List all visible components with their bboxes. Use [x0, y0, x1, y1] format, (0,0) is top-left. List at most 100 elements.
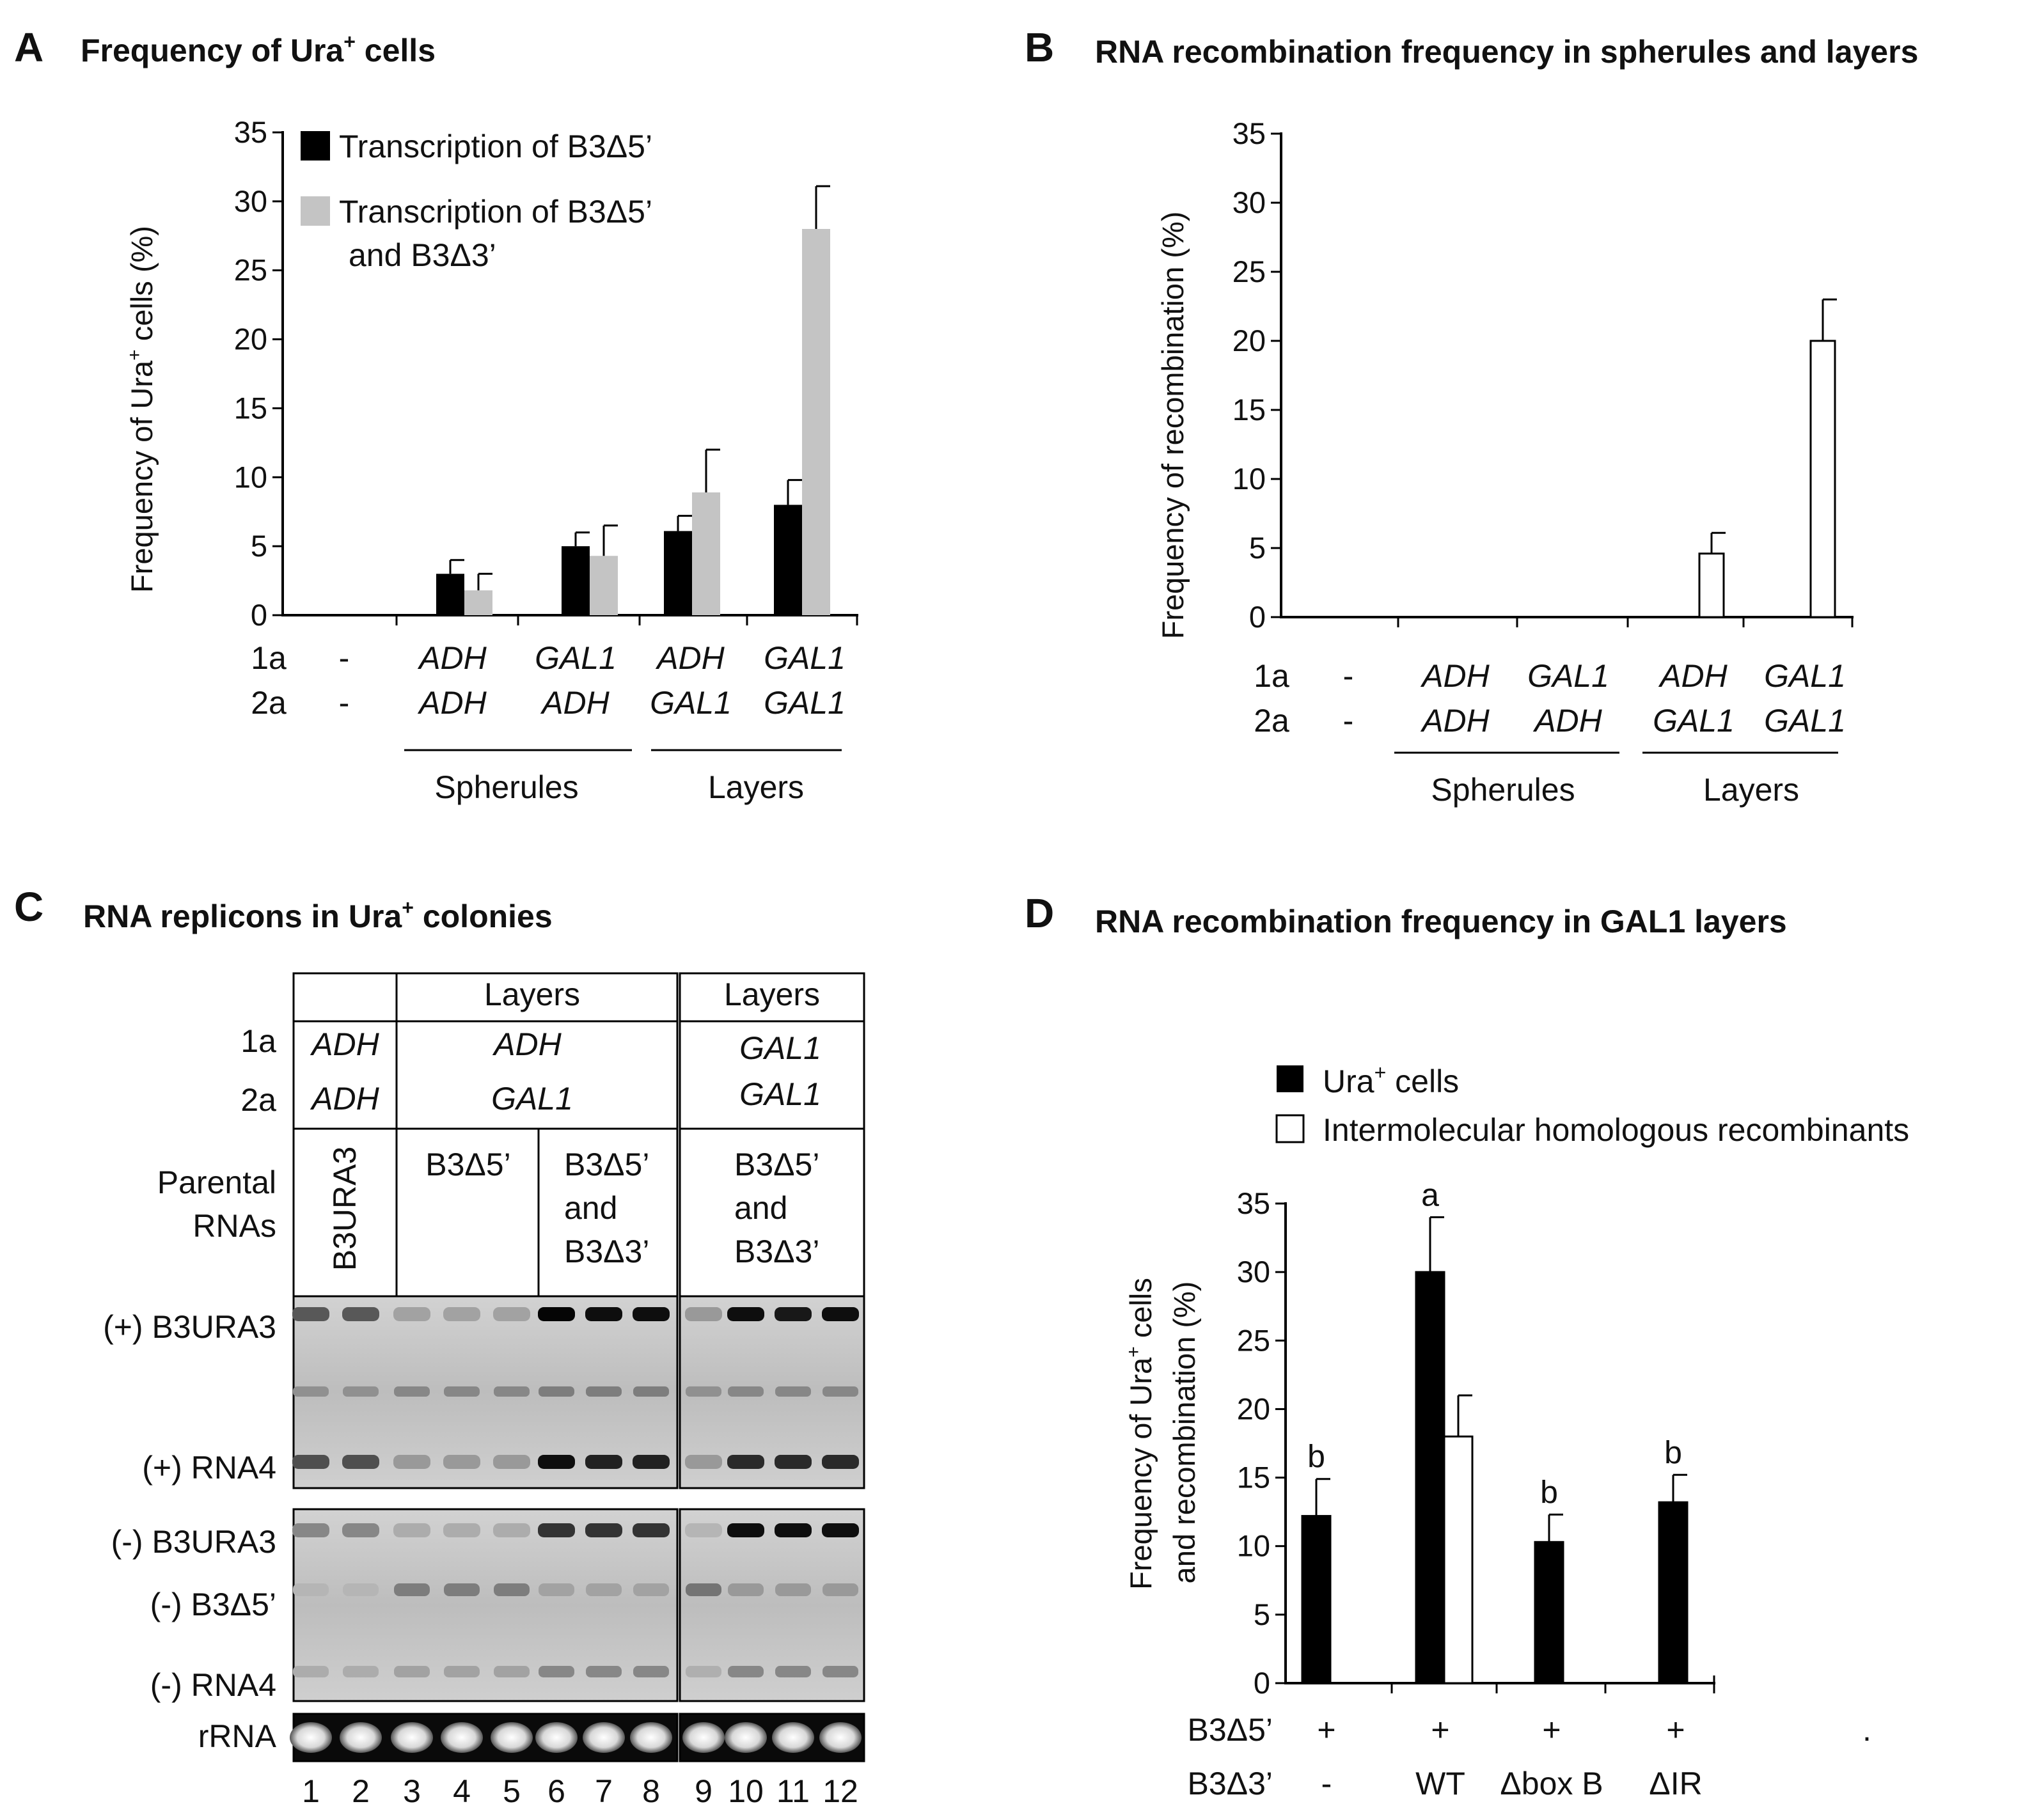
gel-rrna-band-lane-10 [725, 1722, 767, 1753]
panel-a-cat-2a-3: GAL1 [650, 685, 732, 721]
panel-d-ylabel-2: and recombination (%) [1167, 1282, 1201, 1584]
panel-a-cat-2a: - ADH ADH GAL1 GAL1 [339, 685, 846, 721]
gel-pos-band-mid-lane-1 [293, 1386, 329, 1397]
panel-d-bar-0-2 [1534, 1541, 1564, 1684]
panel-letter-b: B [1025, 24, 1054, 70]
gel-rrna-band-lane-12 [819, 1722, 862, 1753]
panel-letter-a: A [14, 24, 43, 70]
panel-b-bars [1307, 298, 1837, 618]
gel-pos-band-mid-lane-10 [728, 1386, 764, 1397]
gel-neg-band-b3ura3-lane-10 [727, 1523, 764, 1537]
panel-a-cat-1a-4: GAL1 [764, 640, 846, 676]
panel-a-ytick-label-10: 10 [234, 460, 267, 494]
panel-a-title: Frequency of Ura+ cells [81, 30, 436, 68]
lane-label-4: 4 [453, 1773, 471, 1809]
panel-d-cat-b3d5-3: + [1666, 1712, 1685, 1748]
panel-b-yticks: 0 5 10 15 20 25 30 35 [1232, 116, 1281, 634]
panel-d-ytick-label-30: 30 [1237, 1255, 1270, 1289]
panel-c-band-neg-rna4: (-) RNA4 [150, 1667, 276, 1703]
gel-neg-band-b3d5-lane-11 [775, 1583, 811, 1596]
lane-label-7: 7 [595, 1773, 613, 1809]
panel-b-group-spherules: Spherules [1431, 772, 1575, 808]
panel-letter-c: C [14, 884, 43, 930]
panel-b-ytick-label-30: 30 [1232, 185, 1266, 219]
panel-a-row-1a: 1a [251, 640, 287, 676]
gel-neg-band-b3d5-lane-3 [394, 1583, 430, 1596]
gel-neg-band-b3ura3-lane-12 [822, 1523, 859, 1537]
panel-d-bar-0-1 [1415, 1271, 1445, 1684]
gel-pos-band-mid-lane-2 [343, 1386, 379, 1397]
legend-d-swatch-white [1275, 1114, 1305, 1143]
panel-c-adh-1a: ADH [310, 1026, 379, 1062]
gel-pos-band-b3ura3-lane-1 [292, 1307, 329, 1321]
panel-a-legend: Transcription of B3Δ5’ Transcription of … [301, 129, 652, 273]
panel-d-legend: Ura+ cells Intermolecular homologous rec… [1275, 1061, 1909, 1148]
panel-d-axes: 0 5 10 15 20 25 30 35 [1237, 1186, 1715, 1700]
gel-pos-band-rna4-lane-12 [822, 1455, 859, 1469]
panel-d-cat-b3d3: - WT Δbox B ΔIR [1321, 1766, 1703, 1801]
panel-d-cat-b3d5-1: + [1431, 1712, 1449, 1748]
panel-c: C RNA replicons in Ura+ colonies Layers … [14, 884, 865, 1809]
panel-c-title: RNA replicons in Ura+ colonies [83, 896, 553, 934]
gel-neg-band-b3ura3-lane-7 [585, 1523, 622, 1537]
panel-a-bar-1-2 [590, 556, 618, 615]
panel-a-cat-1a-2: GAL1 [535, 640, 617, 676]
panel-c-adh-2a: ADH [310, 1081, 379, 1117]
legend-d-label-1: Ura+ cells [1323, 1061, 1459, 1099]
gel-neg-band-rna4-lane-8 [633, 1666, 669, 1677]
panel-c-gel-rrna [290, 1713, 865, 1762]
panel-b-row-1a: 1a [1254, 658, 1289, 694]
panel-c-right-2a: GAL1 [739, 1076, 821, 1112]
panel-b-cat-1a: - ADH GAL1 ADH GAL1 [1343, 658, 1846, 694]
lane-label-3: 3 [403, 1773, 421, 1809]
gel-neg-band-rna4-lane-11 [775, 1666, 811, 1677]
panel-d-yticks: 0 5 10 15 20 25 30 35 [1237, 1186, 1286, 1700]
legend-a-label-2b: and B3Δ3’ [349, 237, 496, 273]
panel-a-ytick-label-0: 0 [251, 598, 267, 632]
gel-neg-band-b3d5-lane-5 [494, 1583, 530, 1596]
legend-a-swatch-black [301, 131, 330, 161]
panel-d-cat-b3d3-1: WT [1415, 1766, 1465, 1801]
gel-neg-band-rna4-lane-5 [494, 1666, 530, 1677]
panel-b-ytick-label-10: 10 [1232, 462, 1266, 496]
gel-neg-band-b3ura3-lane-3 [393, 1523, 430, 1537]
gel-neg-band-rna4-lane-9 [686, 1666, 721, 1677]
panel-c-gel-positive [292, 1295, 865, 1489]
gel-neg-band-b3ura3-lane-6 [538, 1523, 575, 1537]
gel-pos-band-mid-lane-5 [494, 1386, 530, 1397]
panel-b-ytick-label-5: 5 [1249, 531, 1266, 565]
gel-neg-band-b3ura3-lane-4 [443, 1523, 480, 1537]
panel-letter-d: D [1025, 890, 1054, 936]
gel-neg-band-b3d5-lane-8 [633, 1583, 669, 1596]
panel-c-col-layers-2: Layers [724, 977, 820, 1012]
panel-a-group-layers: Layers [708, 769, 804, 805]
panel-c-band-rrna: rRNA [198, 1718, 277, 1754]
panel-c-parental-right-2: and [734, 1190, 787, 1226]
gel-pos-band-mid-lane-6 [539, 1386, 574, 1397]
lane-label-9: 9 [695, 1773, 712, 1809]
gel-pos-band-mid-lane-12 [823, 1386, 858, 1397]
gel-pos-band-b3ura3-lane-2 [342, 1307, 379, 1321]
panel-d-sig-letter-0: b [1307, 1439, 1325, 1475]
gel-neg-band-rna4-lane-1 [293, 1666, 329, 1677]
gel-neg-band-rna4-lane-10 [728, 1666, 764, 1677]
gel-pos-band-mid-lane-9 [686, 1386, 721, 1397]
panel-a-xcats: 1a 2a - ADH GAL1 ADH GAL1 - ADH ADH GAL1 GAL1 [251, 640, 846, 721]
gel-rrna-band-lane-11 [772, 1722, 814, 1753]
panel-c-row-parental-2: RNAs [193, 1208, 276, 1244]
panel-c-parental-b3ura3: B3URA3 [327, 1147, 363, 1271]
panel-a-cat-1a: - ADH GAL1 ADH GAL1 [339, 640, 846, 676]
gel-rrna-band-lane-3 [391, 1722, 433, 1753]
panel-b-xcats: 1a 2a - ADH GAL1 ADH GAL1 - ADH ADH GAL1 GAL1 [1254, 658, 1846, 739]
panel-b-ytick-label-15: 15 [1232, 393, 1266, 427]
panel-b-ylabel: Frequency of recombination (%) [1156, 212, 1190, 639]
gel-pos-band-rna4-lane-4 [443, 1455, 480, 1469]
panel-c-band-pos-b3ura3: (+) B3URA3 [103, 1309, 276, 1345]
panel-b-bar-0-4 [1809, 340, 1836, 618]
panel-b-cat-1a-3: ADH [1658, 658, 1728, 694]
gel-pos-band-b3ura3-lane-5 [493, 1307, 530, 1321]
gel-neg-band-rna4-lane-2 [343, 1666, 379, 1677]
gel-pos-band-rna4-lane-9 [685, 1455, 722, 1469]
panel-a-bar-0-1 [436, 574, 464, 615]
panel-a-bar-0-2 [562, 546, 590, 615]
